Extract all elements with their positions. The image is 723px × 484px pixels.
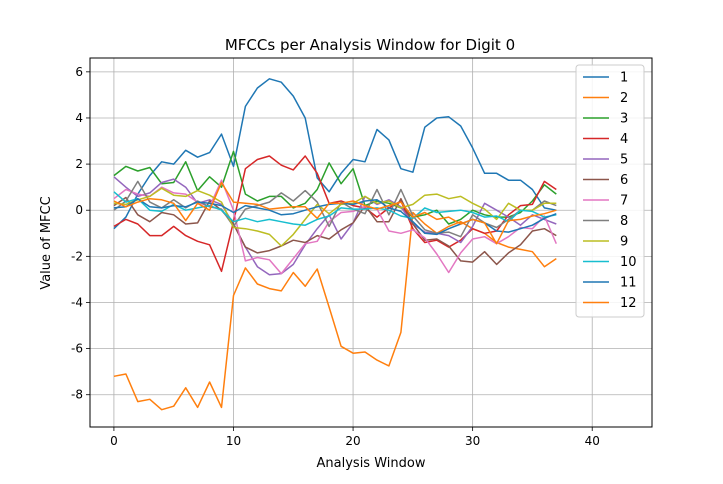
legend-label: 8 [620, 214, 628, 229]
series-line-9 [113, 187, 557, 247]
y-axis: -8 -6 -4 -2 0 2 4 6 [71, 65, 90, 402]
legend-label: 2 [620, 91, 628, 106]
y-tick-label: -2 [71, 249, 83, 263]
legend-label: 9 [620, 235, 628, 250]
y-tick-label: -8 [71, 388, 83, 402]
series-line-5 [113, 176, 557, 276]
legend-label: 1 [620, 71, 628, 86]
y-tick-label: -6 [71, 342, 83, 356]
x-tick-label: 40 [585, 434, 600, 448]
series-line-12 [113, 181, 557, 245]
x-tick-label: 20 [345, 434, 360, 448]
y-tick-label: 6 [75, 65, 83, 79]
y-tick-label: 2 [75, 157, 83, 171]
legend-label: 4 [620, 132, 628, 147]
series-line-1 [113, 78, 557, 230]
series-line-4 [113, 155, 557, 273]
chart-title: MFCCs per Analysis Window for Digit 0 [225, 36, 515, 54]
legend-label: 6 [620, 173, 628, 188]
series-line-3 [113, 150, 557, 225]
grid [90, 58, 652, 427]
x-axis-label: Analysis Window [317, 456, 426, 471]
x-tick-label: 30 [465, 434, 480, 448]
plot-frame [89, 57, 653, 428]
series-layer [113, 78, 557, 411]
legend-label: 10 [620, 255, 637, 270]
legend-label: 11 [620, 276, 637, 291]
y-tick-label: -4 [71, 295, 83, 309]
series-line-6 [113, 196, 557, 266]
y-tick-label: 0 [75, 203, 83, 217]
x-tick-label: 10 [226, 434, 241, 448]
legend-box [575, 64, 645, 318]
y-axis-label: Value of MFCC [39, 196, 54, 289]
legend-label: 3 [620, 112, 628, 127]
y-tick-label: 4 [75, 111, 83, 125]
series-line-10 [113, 191, 557, 226]
legend-label: 7 [620, 194, 628, 209]
legend-label: 5 [620, 153, 628, 168]
x-axis: 0 10 20 30 40 [110, 427, 600, 448]
legend-label: 12 [620, 296, 637, 311]
x-tick-label: 0 [110, 434, 118, 448]
